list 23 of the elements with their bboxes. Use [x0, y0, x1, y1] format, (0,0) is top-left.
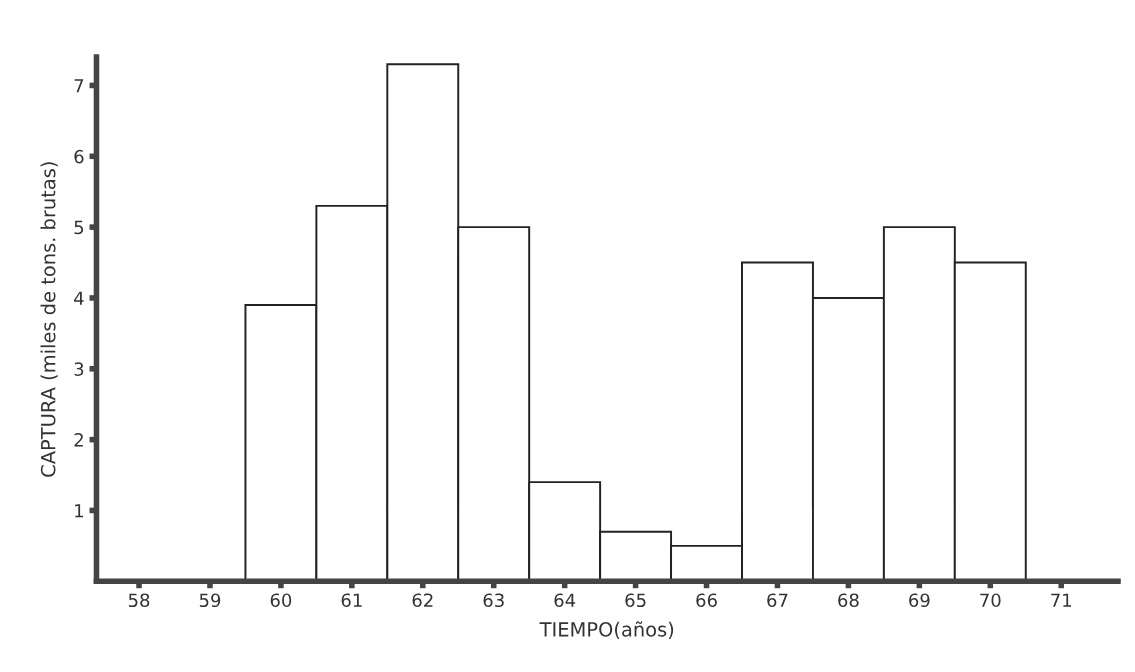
- x-tick-label: 62: [412, 593, 433, 608]
- y-tick-label: 1: [75, 504, 83, 518]
- x-axis-title: TIEMPO(años): [539, 621, 674, 640]
- x-tick-label: 65: [625, 593, 646, 608]
- x-tick-label: 69: [909, 593, 930, 608]
- x-tick-label: 61: [341, 593, 362, 608]
- y-tick-label: 4: [74, 291, 84, 305]
- y-tick-label: 2: [74, 433, 83, 447]
- x-tick-label: 66: [696, 593, 717, 608]
- y-axis-title: CAPTURA (miles de tons. brutas): [40, 162, 58, 477]
- y-tick-label: 5: [74, 220, 84, 235]
- x-tick-label: 59: [199, 593, 221, 608]
- x-tick-label: 63: [483, 593, 504, 608]
- y-tick-label: 7: [74, 79, 84, 93]
- x-tick-label: 58: [128, 593, 150, 608]
- x-tick-label: 68: [838, 593, 859, 608]
- y-tick-label: 3: [74, 362, 84, 376]
- y-tick-label: 6: [74, 149, 84, 164]
- x-tick-label: 67: [767, 593, 788, 608]
- x-tick-label: 60: [270, 593, 292, 608]
- x-tick-label: 64: [554, 593, 576, 608]
- x-tick-label: 70: [980, 593, 1001, 608]
- x-tick-label: 71: [1051, 593, 1072, 607]
